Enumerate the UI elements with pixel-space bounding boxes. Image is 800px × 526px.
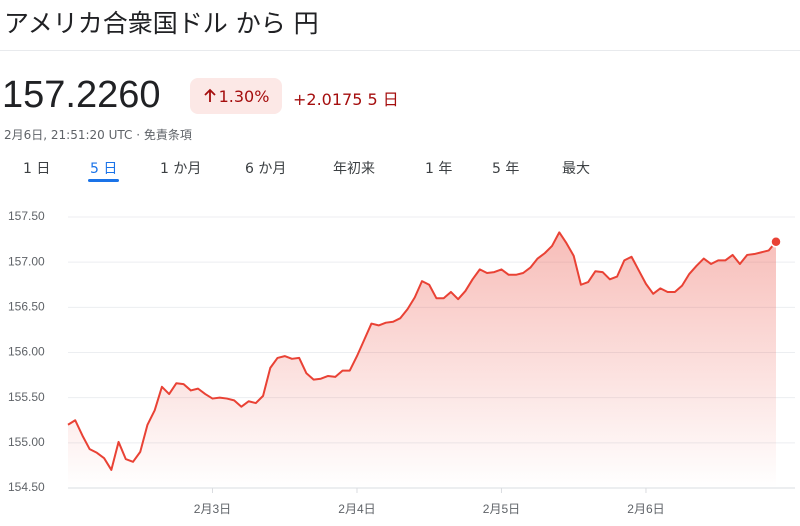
x-tick-label: 2月5日 — [483, 502, 520, 516]
change-value: +2.0175 — [293, 90, 363, 109]
timestamp: 2月6日, 21:51:20 UTC · 免責条項 — [4, 128, 192, 142]
change-badge: 1.30% — [190, 78, 282, 114]
up-arrow — [203, 88, 216, 102]
title: アメリカ合衆国ドル から 円 — [4, 9, 319, 38]
y-tick-label: 156.50 — [8, 300, 45, 314]
tab[interactable]: 5 年 — [492, 161, 520, 177]
change: +2.0175 5 日 — [293, 86, 399, 110]
price: 157.2260 — [2, 74, 161, 116]
x-tick-label: 2月4日 — [338, 502, 375, 516]
change-percent: 1.30% — [218, 86, 270, 106]
y-tick-label: 157.50 — [8, 209, 45, 223]
area — [68, 232, 776, 488]
tab[interactable]: 1 日 — [23, 161, 51, 177]
separator — [0, 50, 800, 51]
tab[interactable]: 5 日 — [90, 161, 118, 177]
y-tick-label: 154.50 — [8, 480, 45, 494]
tab-underline — [88, 179, 119, 182]
x-tick-label: 2月6日 — [627, 502, 664, 516]
y-tick-label: 156.00 — [8, 345, 45, 359]
x-tick-label: 2月3日 — [194, 502, 231, 516]
change-period: 5 日 — [367, 90, 399, 109]
y-tick-label: 155.50 — [8, 390, 45, 404]
tab[interactable]: 6 か月 — [245, 161, 287, 177]
y-tick-label: 155.00 — [8, 435, 45, 449]
end-dot — [770, 236, 782, 248]
tab[interactable]: 最大 — [562, 161, 590, 177]
line — [67, 231, 777, 471]
tab[interactable]: 年初来 — [333, 161, 375, 177]
tab[interactable]: 1 か月 — [160, 161, 202, 177]
tab[interactable]: 1 年 — [425, 161, 453, 177]
y-tick-label: 157.00 — [8, 254, 45, 268]
